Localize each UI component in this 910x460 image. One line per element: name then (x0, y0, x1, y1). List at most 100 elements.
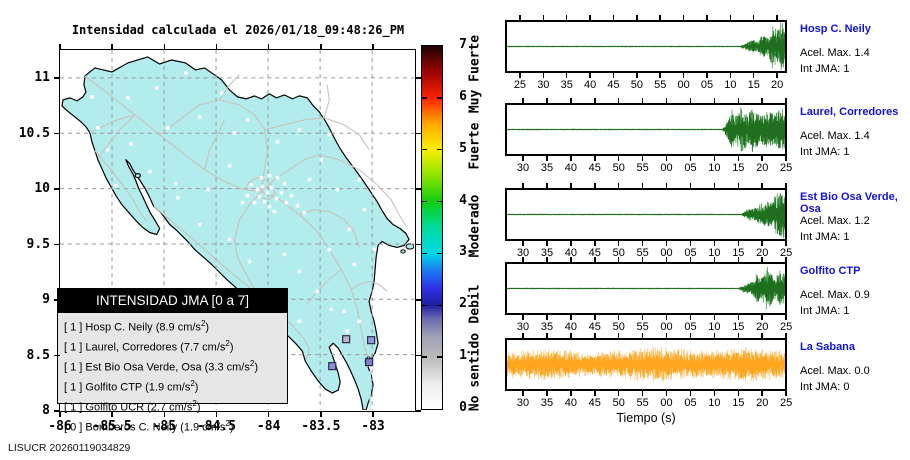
map-x-tick-label: -85 (152, 419, 177, 434)
panel-x-tick-label: 05 (684, 247, 697, 259)
time-axis-label: Tiempo (s) (616, 411, 676, 425)
panel-x-tick-label: 15 (732, 321, 745, 333)
panel-x-tick-label: 30 (516, 247, 530, 259)
panel-x-tick (665, 391, 668, 396)
panel-x-tick (612, 73, 615, 78)
seismogram-waveform (506, 193, 786, 239)
panel-x-tick (713, 98, 716, 103)
panel-x-tick (785, 257, 787, 262)
panel-x-tick-label: 15 (732, 247, 745, 259)
colorbar-tick (437, 97, 442, 99)
colorbar-tick-label: 2 (459, 296, 467, 312)
panel-x-tick-label: 50 (612, 162, 625, 174)
legend-item-text: Golfito UCR (2.7 cm/s (82, 401, 193, 414)
map-station-dot (295, 203, 300, 208)
panel-x-tick (636, 73, 638, 78)
panel-x-tick-label: 50 (630, 79, 643, 91)
panel-x-tick (546, 241, 548, 246)
panel-x-tick (659, 73, 661, 78)
panel-x-tick (636, 15, 638, 20)
panel-x-tick-label: 25 (780, 321, 793, 333)
panel-x-tick-label: 50 (612, 321, 625, 333)
panel-x-tick (729, 15, 732, 20)
panel-x-tick-label: 35 (540, 397, 554, 409)
panel-x-tick-label: 10 (708, 247, 721, 259)
panel-x-tick (546, 183, 548, 188)
panel-x-tick (689, 183, 692, 188)
legend-item: [ 0 ] Bomberos C. Neily (1.9 cm/s2) (64, 416, 287, 436)
panel-x-tick-label: 35 (560, 79, 573, 91)
panel-x-tick-label: 30 (516, 162, 530, 174)
panel-x-tick (522, 156, 524, 161)
panel-x-tick (737, 315, 740, 320)
map-station-dot (282, 181, 287, 186)
panel-x-tick (737, 241, 740, 246)
panel-x-tick-label: 35 (540, 321, 554, 333)
map-y-tick (415, 299, 421, 301)
map-x-tick-label: -85.5 (92, 419, 132, 434)
map-y-tick (415, 243, 421, 246)
panel-x-tick (522, 333, 524, 338)
road-line (350, 280, 388, 292)
intensity-legend-items: [ 1 ] Hosp C. Neily (8.9 cm/s2)[ 1 ] Lau… (58, 313, 287, 436)
panel-x-tick-label: 10 (708, 397, 721, 409)
panel-x-tick-label: 05 (684, 397, 697, 409)
colorbar-tick-label: 1 (459, 348, 467, 364)
map-x-tick (372, 411, 374, 417)
panel-x-tick (713, 241, 716, 246)
legend-item-close: ) (254, 361, 258, 374)
intensity-station-marker (328, 362, 337, 371)
panel-x-tick (785, 391, 787, 396)
panel-x-tick (776, 73, 778, 78)
map-station-dot (205, 187, 210, 192)
panel-x-tick (570, 391, 572, 396)
panel-x-tick (761, 183, 763, 188)
map-station-dot (302, 210, 307, 215)
map-y-tick (415, 410, 421, 412)
colorbar-category-label: No sentido (467, 332, 483, 411)
seismogram-waveform (506, 22, 786, 71)
panel-x-tick (594, 391, 596, 396)
map-station-dot (260, 184, 265, 189)
map-station-dot (289, 193, 294, 198)
panel-x-tick (713, 315, 716, 320)
panel-x-tick-label: 30 (516, 321, 530, 333)
panel-x-tick-label: 15 (732, 397, 745, 409)
map-station-dot (247, 259, 252, 264)
station-accel-max: Acel. Max. 1.2 (800, 215, 870, 227)
panel-x-tick-label: 50 (612, 397, 625, 409)
panel-x-tick-label: 55 (654, 79, 667, 91)
intensity-station-marker (342, 335, 351, 344)
map-station-dot (252, 200, 257, 205)
panel-x-tick (565, 15, 568, 20)
panel-x-tick (617, 183, 620, 188)
panel-x-tick-label: 40 (564, 397, 577, 409)
map-station-dot (315, 289, 320, 294)
seismogram-panel (505, 20, 787, 73)
colorbar-tick (437, 200, 442, 203)
panel-x-tick (570, 241, 572, 246)
legend-item-close: ) (196, 401, 201, 414)
legend-item-close: ) (194, 381, 199, 394)
panel-x-tick (737, 391, 740, 396)
panel-x-tick (713, 391, 716, 396)
legend-item-text: Laurel, Corredores (7.7 cm/s (82, 341, 226, 354)
panel-x-tick-label: 45 (607, 79, 620, 91)
map-station-dot (262, 199, 267, 204)
map-station-dot (279, 190, 284, 195)
seismogram-waveform (506, 107, 786, 152)
panel-x-tick (522, 315, 524, 320)
colorbar-tick (422, 200, 427, 203)
intensity-station-marker (365, 358, 374, 367)
panel-x-tick (713, 333, 716, 338)
map-x-tick-label: -84 (256, 419, 281, 434)
panel-x-tick (565, 73, 568, 78)
panel-x-tick (522, 183, 524, 188)
colorbar-tick (437, 252, 442, 255)
map-station-dot (347, 227, 351, 232)
panel-x-tick (641, 257, 644, 262)
colorbar-tick (437, 148, 442, 151)
panel-x-tick (542, 73, 545, 78)
panel-x-tick-label: 15 (732, 162, 745, 174)
